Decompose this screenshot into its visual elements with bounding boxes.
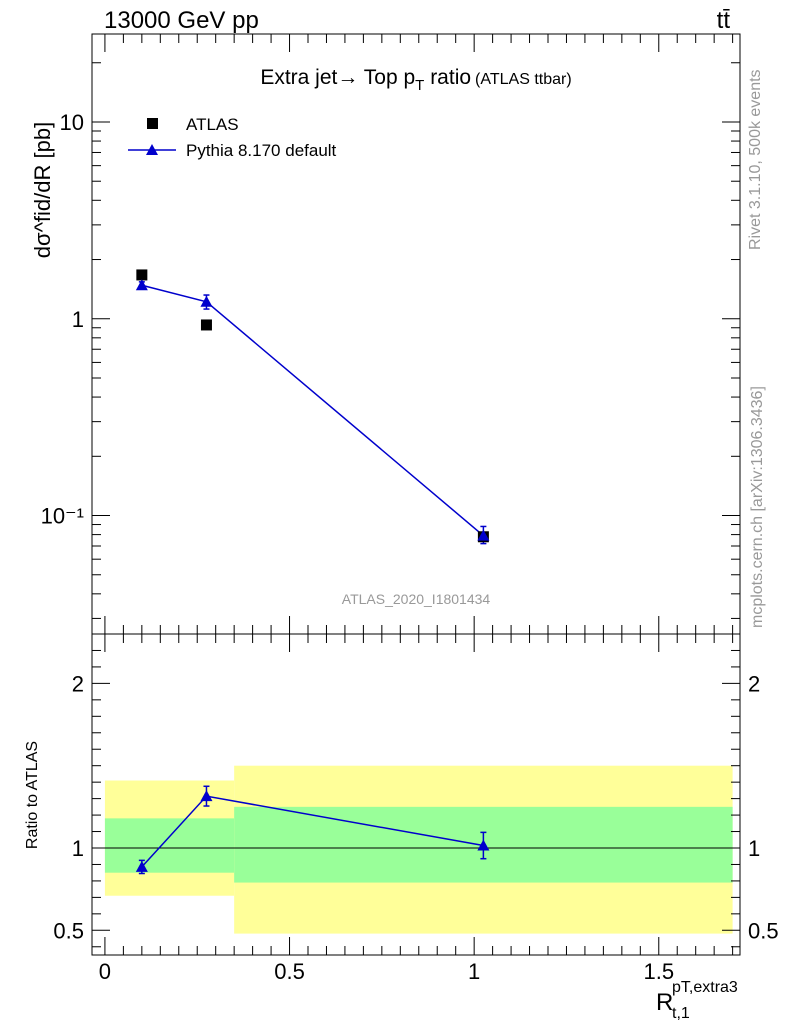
ratio-panel: 0.5 0.5 1 1 2 2 0 0.5 1 1.5 Ratio to ATLAS Rt,1 pT…: [24, 633, 779, 1022]
x-axis-label: Rt,1 pT,extra3: [656, 979, 738, 1022]
legend: ATLAS Pythia 8.170 default: [128, 115, 337, 160]
legend-mc-marker: [146, 144, 158, 155]
x-axis-label-main: R: [656, 989, 673, 1016]
main-panel: 10⁻¹ 1 10 Extra jet→ Top pT ratio (ATLAS tt…: [30, 33, 741, 635]
plot-title: Extra jet→ Top pT ratio (ATLAS ttbar): [260, 66, 571, 94]
mc-series-line: [141, 284, 484, 537]
ratio-y-tick-label-right: 2: [748, 671, 760, 696]
x-tick-label: 1: [468, 959, 480, 984]
main-y-tick-label: 10⁻¹: [41, 504, 84, 529]
mc-data-point: [200, 295, 213, 307]
main-y-tick-label: 1: [72, 307, 84, 332]
ratio-y-axis-label: Ratio to ATLAS: [24, 741, 41, 849]
main-y-axis-label: dσ^fid/dR [pb]: [30, 122, 55, 258]
ratio-data-point: [200, 790, 213, 802]
mc-data-point: [477, 529, 490, 541]
ratio-y-tick-label-right: 1: [748, 836, 760, 861]
mc-data-point: [135, 279, 148, 291]
legend-atlas-marker: [147, 118, 158, 129]
atlas-data-point: [200, 319, 212, 331]
ratio-frame: [91, 633, 741, 956]
x-tick-label: 0.5: [274, 959, 305, 984]
ratio-y-tick-label: 2: [72, 671, 84, 696]
main-y-axis-label-text: dσ^fid/dR [pb]: [30, 122, 55, 258]
ratio-data-point: [477, 839, 490, 851]
ratio-y-tick-label: 1: [72, 836, 84, 861]
x-axis-label-sup: pT,extra3: [672, 979, 738, 996]
x-tick-label: 0: [99, 959, 111, 984]
x-axis-label-sub: t,1: [672, 1005, 690, 1022]
x-tick-label: 1.5: [643, 959, 674, 984]
legend-mc-label: Pythia 8.170 default: [186, 141, 337, 160]
ratio-data-point: [135, 860, 148, 872]
energy-label: 13000 GeV pp: [104, 7, 259, 34]
legend-atlas-label: ATLAS: [186, 115, 239, 134]
ratio-y-tick-label-right: 0.5: [748, 918, 779, 943]
atlas-data-point: [136, 269, 148, 281]
ratio-y-tick-label: 0.5: [53, 918, 84, 943]
mcplots-source-label: mcplots.cern.ch [arXiv:1306.3436]: [749, 386, 766, 628]
uncertainty-band-inner: [104, 818, 235, 873]
rivet-version-label: Rivet 3.1.10, 500k events: [747, 69, 764, 250]
main-y-tick-label: 10: [60, 110, 84, 135]
process-label: tt̄: [717, 7, 731, 34]
analysis-watermark: ATLAS_2020_I1801434: [342, 591, 491, 607]
